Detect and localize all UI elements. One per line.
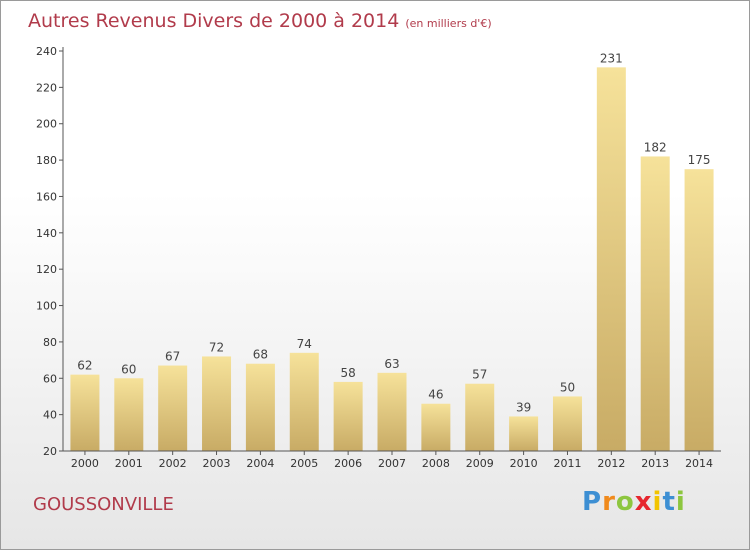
x-tick-label-2003: 2003 — [203, 457, 231, 470]
x-tick-label-2012: 2012 — [597, 457, 625, 470]
chart-title: Autres Revenus Divers de 2000 à 2014 (en … — [28, 10, 492, 32]
value-label-2011: 50 — [560, 380, 575, 394]
logo-letter: o — [615, 487, 635, 517]
x-tick-label-2009: 2009 — [466, 457, 494, 470]
bar-2011 — [552, 396, 582, 451]
y-tick-label-160: 160 — [36, 190, 57, 203]
value-label-2007: 63 — [384, 357, 399, 371]
x-tick-label-2005: 2005 — [290, 457, 318, 470]
x-tick-label-2001: 2001 — [115, 457, 143, 470]
bar-2002 — [158, 365, 188, 451]
bar-2001 — [114, 378, 144, 451]
value-label-2008: 46 — [428, 388, 443, 402]
x-tick-label-2011: 2011 — [553, 457, 581, 470]
value-label-2010: 39 — [516, 400, 531, 414]
y-tick-label-140: 140 — [36, 227, 57, 240]
value-label-2001: 60 — [121, 362, 136, 376]
value-label-2005: 74 — [297, 337, 312, 351]
chart-title-text: Autres Revenus Divers de 2000 à 2014 — [28, 10, 400, 32]
x-tick-label-2008: 2008 — [422, 457, 450, 470]
bar-2000 — [70, 374, 100, 451]
value-label-2002: 67 — [165, 350, 180, 364]
bar-2003 — [202, 356, 232, 451]
commune-name: GOUSSONVILLE — [33, 494, 174, 515]
x-tick-label-2002: 2002 — [159, 457, 187, 470]
y-tick-label-20: 20 — [43, 445, 57, 458]
logo-letter: i — [652, 487, 663, 517]
chart-subtitle: (en milliers d'€) — [405, 17, 492, 30]
logo-letter: r — [602, 487, 616, 517]
value-label-2013: 182 — [644, 140, 667, 154]
y-tick-label-100: 100 — [36, 300, 57, 313]
bar-2013 — [640, 156, 670, 452]
x-tick-label-2006: 2006 — [334, 457, 362, 470]
logo-letter: x — [634, 487, 653, 517]
value-label-2009: 57 — [472, 368, 487, 382]
x-tick-label-2010: 2010 — [510, 457, 538, 470]
x-tick-label-2014: 2014 — [685, 457, 713, 470]
value-label-2000: 62 — [77, 359, 92, 373]
y-tick-label-80: 80 — [43, 336, 57, 349]
bar-2012 — [596, 67, 626, 451]
y-tick-label-200: 200 — [36, 118, 57, 131]
value-label-2004: 68 — [253, 348, 268, 362]
x-tick-label-2013: 2013 — [641, 457, 669, 470]
logo-letter: P — [582, 487, 603, 517]
logo-letter: t — [662, 487, 676, 517]
logo-letter: i — [675, 487, 686, 517]
x-tick-label-2007: 2007 — [378, 457, 406, 470]
proxiti-logo: Proxiti — [582, 487, 686, 517]
y-tick-label-120: 120 — [36, 263, 57, 276]
value-label-2006: 58 — [340, 366, 355, 380]
x-tick-label-2000: 2000 — [71, 457, 99, 470]
y-tick-label-220: 220 — [36, 81, 57, 94]
x-tick-label-2004: 2004 — [246, 457, 274, 470]
value-label-2014: 175 — [688, 153, 711, 167]
bar-2004 — [245, 363, 275, 451]
bar-2010 — [509, 416, 539, 451]
value-label-2012: 231 — [600, 51, 623, 65]
y-tick-label-40: 40 — [43, 409, 57, 422]
y-tick-label-240: 240 — [36, 45, 57, 58]
bar-2005 — [289, 352, 319, 451]
bar-2008 — [421, 403, 451, 451]
bar-2007 — [377, 372, 407, 451]
value-label-2003: 72 — [209, 340, 224, 354]
bar-2014 — [684, 169, 714, 451]
y-tick-label-180: 180 — [36, 154, 57, 167]
bar-2009 — [465, 383, 495, 451]
y-tick-label-60: 60 — [43, 372, 57, 385]
bar-2006 — [333, 381, 363, 451]
